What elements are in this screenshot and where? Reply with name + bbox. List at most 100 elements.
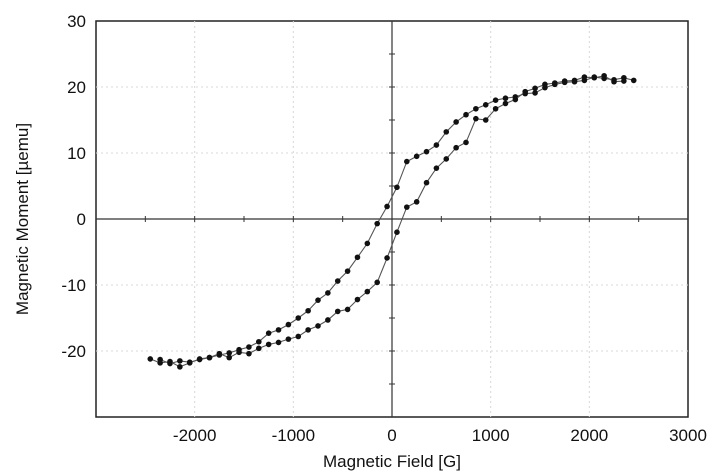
- data-point: [315, 297, 321, 303]
- x-axis-ticks: -2000 -1000 0 1000 2000 3000: [173, 426, 707, 445]
- data-point: [482, 117, 489, 123]
- data-point: [443, 156, 450, 162]
- data-point: [265, 341, 272, 348]
- data-point: [315, 323, 321, 329]
- data-point: [157, 360, 163, 366]
- data-point: [413, 199, 420, 205]
- data-point: [502, 100, 509, 107]
- data-point: [364, 288, 371, 295]
- data-point: [186, 360, 193, 366]
- data-point: [226, 354, 232, 361]
- data-point: [216, 350, 223, 357]
- data-point: [364, 240, 371, 247]
- zero-axes: [96, 21, 688, 417]
- x-tick-label: 1000: [472, 426, 510, 445]
- data-point: [473, 105, 479, 112]
- data-point: [246, 344, 252, 350]
- y-axis-ticks: -20 -10 0 10 20 30: [61, 12, 86, 361]
- data-point: [394, 184, 400, 191]
- y-tick-label: 0: [77, 210, 86, 229]
- data-point: [522, 88, 528, 95]
- data-point: [246, 350, 252, 357]
- y-tick-label: 10: [67, 144, 86, 163]
- data-point: [473, 115, 479, 122]
- data-point: [167, 358, 173, 365]
- data-point: [265, 330, 272, 336]
- data-point: [344, 268, 351, 274]
- data-point: [305, 307, 311, 314]
- data-point: [433, 142, 440, 148]
- data-point: [404, 158, 410, 165]
- data-point: [374, 220, 381, 227]
- data-point: [334, 278, 341, 284]
- data-point: [404, 204, 410, 210]
- data-point: [255, 338, 262, 345]
- data-point: [532, 90, 538, 96]
- data-point: [384, 203, 390, 210]
- data-point: [463, 139, 469, 146]
- data-point: [236, 349, 242, 356]
- x-tick-label: 3000: [669, 426, 707, 445]
- data-point: [177, 358, 183, 364]
- data-point: [591, 74, 598, 81]
- data-point: [275, 339, 282, 346]
- y-tick-label: -20: [61, 342, 86, 361]
- data-point: [413, 153, 420, 160]
- data-point: [453, 119, 459, 125]
- data-point: [453, 144, 459, 151]
- data-point: [492, 97, 499, 103]
- data-point: [206, 354, 213, 361]
- data-point: [354, 296, 361, 303]
- data-point: [325, 290, 331, 296]
- y-tick-label: -10: [61, 276, 86, 295]
- data-point: [542, 81, 548, 88]
- data-point: [305, 327, 311, 333]
- data-point: [344, 306, 351, 313]
- data-point: [147, 356, 154, 362]
- data-point: [295, 315, 302, 321]
- data-point: [285, 321, 292, 328]
- data-point: [482, 102, 489, 108]
- data-point: [325, 317, 331, 323]
- data-point: [423, 148, 430, 155]
- data-point: [601, 72, 607, 79]
- data-point: [463, 111, 469, 118]
- data-point: [374, 279, 381, 286]
- x-tick-label: 2000: [570, 426, 608, 445]
- data-point: [177, 364, 183, 370]
- data-point: [492, 105, 499, 112]
- data-point: [532, 85, 538, 92]
- x-tick-label: 0: [387, 426, 396, 445]
- x-tick-label: -2000: [173, 426, 216, 445]
- y-tick-label: 30: [67, 12, 86, 31]
- data-point: [571, 77, 578, 84]
- data-point: [621, 78, 627, 84]
- data-point: [512, 96, 519, 103]
- data-point: [354, 254, 361, 261]
- data-point: [226, 350, 232, 356]
- data-point: [561, 78, 568, 84]
- data-point: [443, 129, 450, 135]
- y-tick-label: 20: [67, 78, 86, 97]
- series-2: [147, 72, 627, 370]
- data-point: [502, 95, 509, 102]
- data-point: [384, 255, 390, 261]
- data-point: [334, 308, 341, 315]
- data-point: [552, 80, 558, 86]
- data-point: [581, 74, 588, 80]
- y-axis-title: Magnetic Moment [µemu]: [13, 123, 32, 315]
- data-point: [275, 327, 282, 333]
- data-point: [285, 336, 292, 342]
- data-point: [255, 345, 262, 352]
- data-point: [630, 77, 637, 84]
- x-axis-title: Magnetic Field [G]: [323, 452, 461, 471]
- data-series: [147, 72, 637, 370]
- x-tick-label: -1000: [272, 426, 315, 445]
- data-point: [433, 165, 440, 171]
- data-point: [423, 179, 430, 186]
- data-point: [611, 78, 617, 85]
- data-point: [196, 356, 203, 362]
- data-point: [295, 333, 302, 340]
- data-point: [394, 229, 400, 235]
